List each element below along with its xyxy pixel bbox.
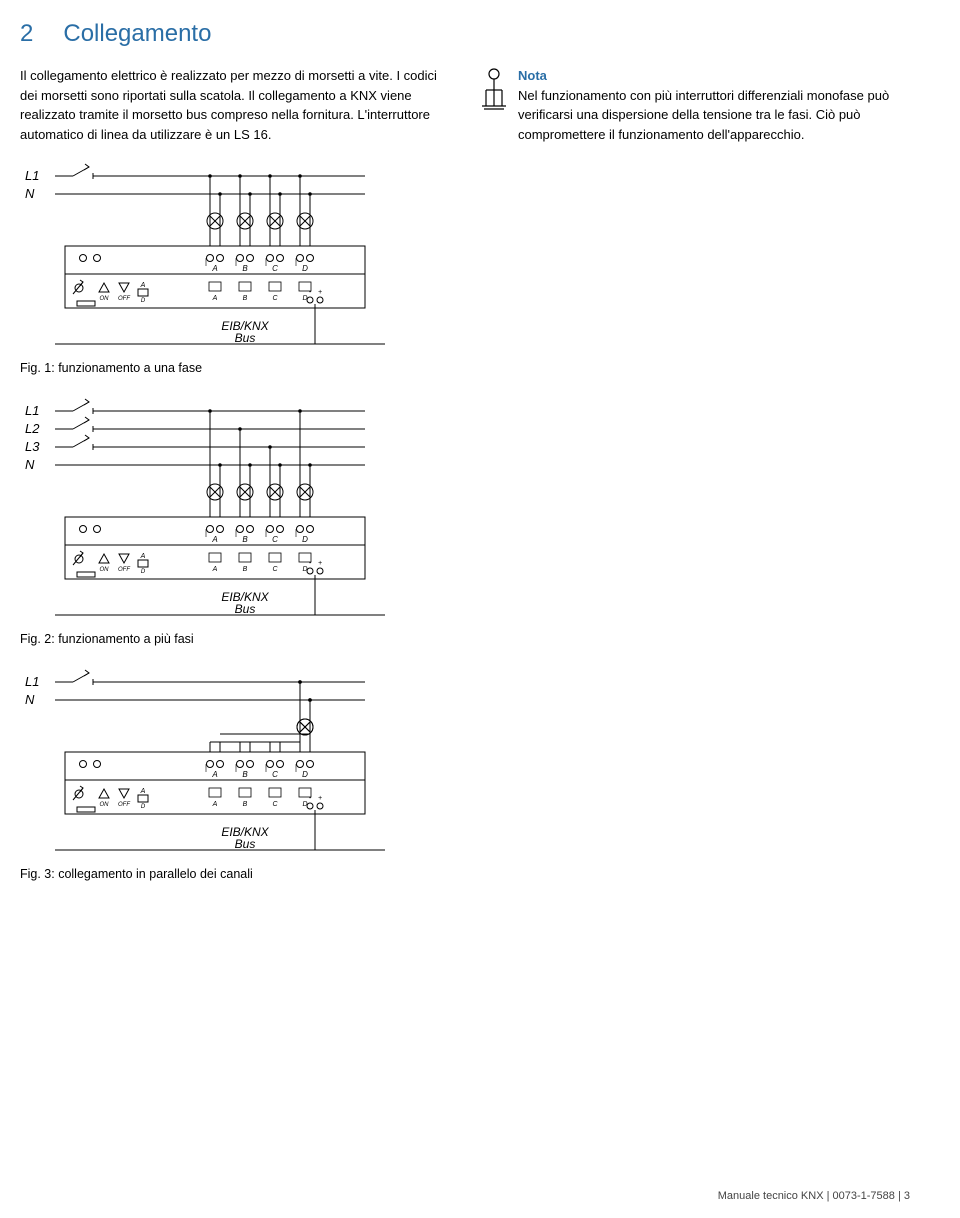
svg-text:Bus: Bus xyxy=(235,602,256,616)
note-icon xyxy=(480,68,508,144)
svg-text:D: D xyxy=(141,569,146,575)
svg-text:B: B xyxy=(243,566,248,573)
svg-text:A: A xyxy=(140,282,146,289)
svg-text:B: B xyxy=(242,535,248,544)
svg-text:+: + xyxy=(318,560,322,567)
figure-caption: Fig. 2: funzionamento a più fasi xyxy=(20,632,910,646)
svg-text:OFF: OFF xyxy=(118,296,130,302)
svg-text:L1: L1 xyxy=(25,403,39,418)
svg-text:+: + xyxy=(318,795,322,802)
note-label: Nota xyxy=(518,66,910,86)
svg-text:D: D xyxy=(302,264,308,273)
svg-text:A: A xyxy=(140,788,146,795)
svg-text:N: N xyxy=(25,692,35,707)
svg-text:A: A xyxy=(212,566,218,573)
note-body: Nel funzionamento con più interruttori d… xyxy=(518,88,889,142)
svg-text:OFF: OFF xyxy=(118,802,130,808)
svg-text:D: D xyxy=(141,804,146,810)
svg-text:B: B xyxy=(243,801,248,808)
svg-text:Bus: Bus xyxy=(235,837,256,851)
svg-text:A: A xyxy=(212,295,218,302)
svg-text:D: D xyxy=(141,298,146,304)
svg-text:N: N xyxy=(25,457,35,472)
svg-text:C: C xyxy=(272,264,278,273)
svg-text:C: C xyxy=(272,770,278,779)
svg-text:D: D xyxy=(302,535,308,544)
svg-text:ON: ON xyxy=(100,567,110,573)
figure-caption: Fig. 1: funzionamento a una fase xyxy=(20,361,910,375)
figure-1: L1NABCDONOFFADABCD-+EIB/KNXBus xyxy=(20,158,910,358)
svg-text:L1: L1 xyxy=(25,674,39,689)
section-number: 2 xyxy=(20,20,33,48)
svg-text:A: A xyxy=(212,801,218,808)
svg-text:A: A xyxy=(140,553,146,560)
figure-caption: Fig. 3: collegamento in parallelo dei ca… xyxy=(20,867,910,881)
svg-text:Bus: Bus xyxy=(235,331,256,345)
svg-text:ON: ON xyxy=(100,296,110,302)
svg-text:N: N xyxy=(25,186,35,201)
svg-text:D: D xyxy=(302,770,308,779)
svg-text:+: + xyxy=(318,289,322,296)
section-title: Collegamento xyxy=(63,20,211,48)
svg-text:B: B xyxy=(242,770,248,779)
svg-text:B: B xyxy=(242,264,248,273)
svg-text:L3: L3 xyxy=(25,439,40,454)
svg-text:A: A xyxy=(211,264,217,273)
body-paragraph: Il collegamento elettrico è realizzato p… xyxy=(20,66,450,144)
svg-text:ON: ON xyxy=(100,802,110,808)
svg-text:A: A xyxy=(211,535,217,544)
svg-text:L2: L2 xyxy=(25,421,40,436)
figure-3: L1NABCDONOFFADABCD-+EIB/KNXBus xyxy=(20,664,910,864)
svg-text:A: A xyxy=(211,770,217,779)
figure-2: L1L2L3NABCDONOFFADABCD-+EIB/KNXBus xyxy=(20,393,910,629)
svg-text:B: B xyxy=(243,295,248,302)
page-footer: Manuale tecnico KNX | 0073-1-7588 | 3 xyxy=(718,1190,910,1202)
svg-text:C: C xyxy=(272,535,278,544)
svg-text:OFF: OFF xyxy=(118,567,130,573)
svg-text:L1: L1 xyxy=(25,168,39,183)
